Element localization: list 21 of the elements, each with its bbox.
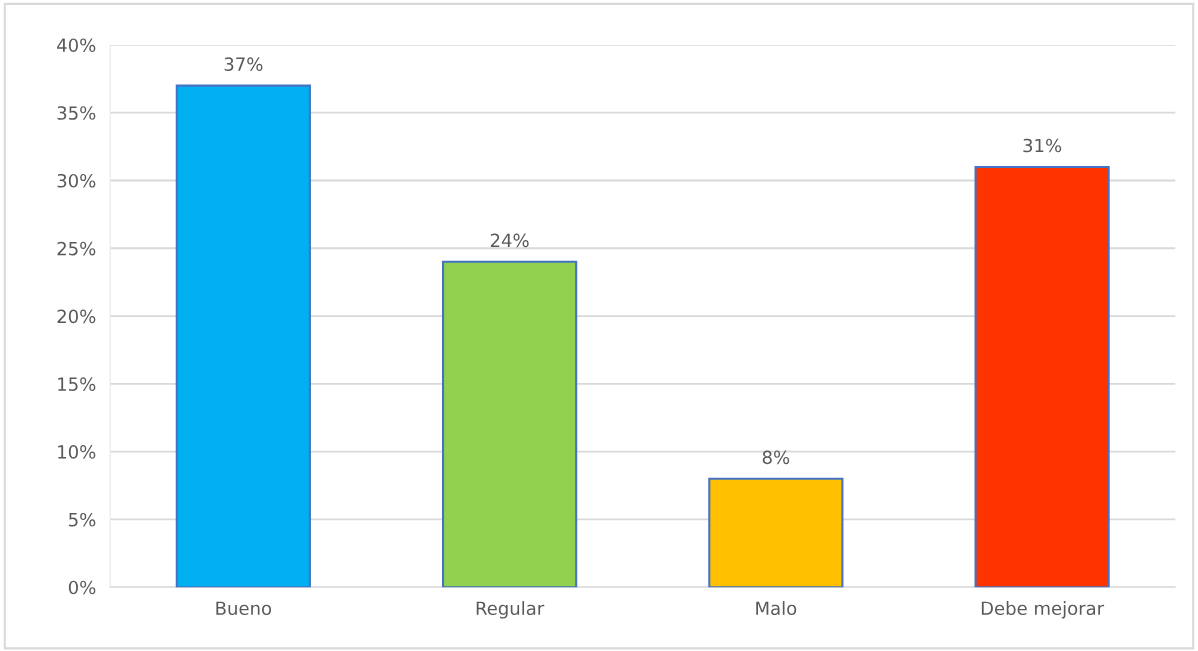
x-tick-label: Regular	[476, 601, 545, 619]
y-tick-label: 0%	[68, 580, 96, 595]
y-tick-label: 35%	[57, 106, 96, 120]
y-tick-label: 40%	[57, 38, 96, 53]
data-label: 24%	[490, 233, 529, 248]
x-tick-label: Bueno	[216, 601, 272, 616]
y-tick-label: 15%	[58, 377, 96, 391]
x-tick-label: Malo	[756, 601, 797, 616]
bar	[442, 260, 578, 588]
bar	[708, 477, 844, 588]
data-label: 8%	[762, 450, 790, 465]
y-tick-label: 25%	[57, 241, 96, 256]
bar	[175, 84, 311, 588]
y-tick-label: 20%	[57, 309, 96, 324]
bar	[974, 165, 1110, 588]
data-label: 37%	[224, 57, 263, 71]
data-label: 31%	[1023, 138, 1062, 153]
y-tick-label: 5%	[69, 512, 96, 527]
y-tick-label: 10%	[58, 445, 96, 459]
x-tick-label: Debe mejorar	[981, 601, 1105, 619]
y-tick-label: 30%	[57, 173, 96, 188]
